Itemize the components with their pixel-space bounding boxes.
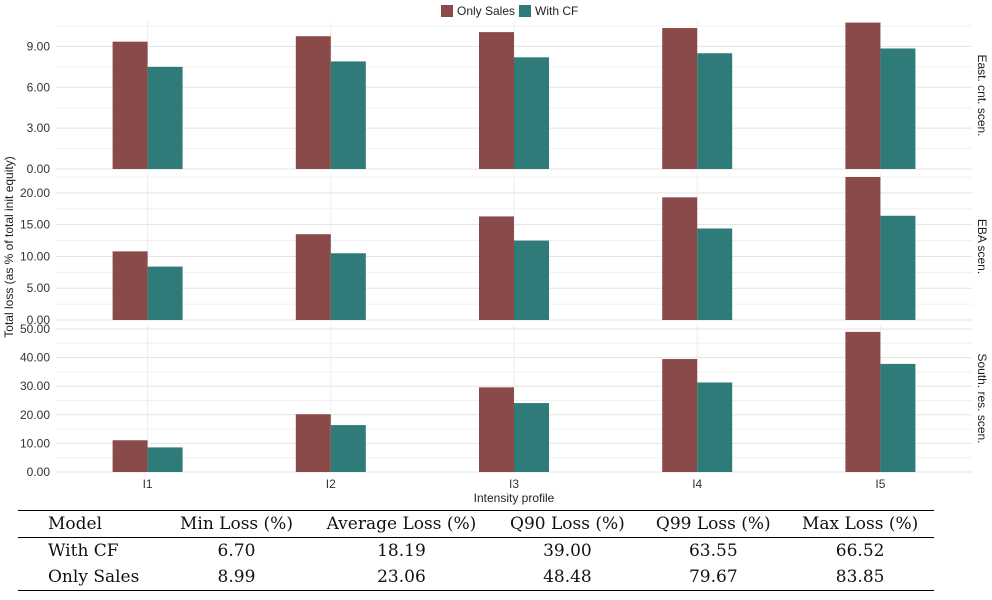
bar-only-sales (479, 32, 514, 169)
table-header-cell: Average Loss (%) (326, 514, 477, 534)
table-cell: Only Sales (48, 567, 140, 587)
table-cell: With CF (48, 541, 119, 561)
y-tick-label: 40.00 (20, 351, 50, 365)
y-tick-label: 5.00 (27, 281, 51, 295)
bar-with-cf (697, 53, 733, 169)
legend-label-only-sales: Only Sales (457, 4, 516, 18)
legend-swatch-with-cf (519, 5, 532, 17)
y-tick-label: 0.00 (27, 313, 51, 327)
y-tick-label: 30.00 (20, 379, 50, 393)
panel-label: East. cnt. scen. (975, 54, 989, 136)
bar-only-sales (479, 216, 514, 320)
bar-with-cf (330, 61, 366, 169)
bar-only-sales (112, 41, 148, 169)
table-cell: 48.48 (543, 567, 592, 587)
bar-with-cf (147, 447, 183, 472)
legend-item-only-sales: Only Sales (441, 4, 515, 18)
bar-with-cf (880, 215, 916, 320)
table-cell: 79.67 (688, 567, 738, 587)
bar-with-cf (880, 363, 916, 472)
y-tick-label: 10.00 (20, 249, 50, 263)
bar-with-cf (880, 48, 916, 169)
table-header-cell: Max Loss (%) (801, 514, 919, 534)
y-tick-label: 15.00 (20, 218, 50, 232)
table-cell: 63.55 (688, 541, 738, 561)
y-tick-label: 6.00 (27, 80, 51, 94)
table-cell: 6.70 (217, 541, 256, 561)
bar-with-cf (147, 66, 183, 169)
bar-only-sales (295, 36, 331, 169)
bar-only-sales (295, 234, 331, 320)
table-cell: 39.00 (543, 541, 592, 561)
y-tick-label: 50.00 (20, 322, 50, 336)
loss-summary-table: Model Min Loss (%) Average Loss (%) Q90 … (18, 510, 934, 591)
table-cell: 8.99 (217, 567, 256, 587)
bar-with-cf (514, 403, 549, 472)
bar-with-cf (514, 240, 549, 320)
y-axis-label: Total loss (as % of total init equity) (2, 156, 16, 337)
table-header-cell: Min Loss (%) (179, 514, 293, 534)
x-tick-label: I1 (143, 477, 153, 491)
bar-only-sales (479, 387, 514, 472)
table-cell: 83.85 (835, 567, 885, 587)
y-tick-label: 3.00 (27, 121, 51, 135)
table-cell: 66.52 (835, 541, 885, 561)
x-tick-label: I4 (692, 477, 702, 491)
bar-with-cf (514, 57, 549, 170)
chart-legend: Only Sales With CF (441, 3, 582, 19)
legend-item-with-cf: With CF (519, 4, 578, 18)
bar-only-sales (845, 22, 881, 169)
table-row: Only Sales 8.99 23.06 48.48 79.67 83.85 (18, 564, 934, 591)
table-cell: 18.19 (377, 541, 426, 561)
x-tick-label: I2 (326, 477, 336, 491)
table-header-cell: Q99 Loss (%) (655, 514, 771, 534)
y-tick-label: 10.00 (20, 436, 50, 450)
bar-with-cf (697, 382, 733, 472)
bar-with-cf (330, 425, 366, 472)
panel-label: EBA scen. (975, 219, 989, 274)
bar-only-sales (295, 414, 331, 472)
bar-only-sales (662, 197, 698, 320)
y-tick-label: 0.00 (27, 465, 51, 479)
bar-only-sales (112, 251, 148, 320)
y-tick-label: 20.00 (20, 408, 50, 422)
legend-swatch-only-sales (441, 5, 453, 17)
table-header-cell: Q90 Loss (%) (510, 514, 625, 534)
x-tick-label: I5 (875, 477, 885, 491)
bar-only-sales (845, 331, 881, 472)
bar-only-sales (845, 177, 881, 320)
table-header-row: Model Min Loss (%) Average Loss (%) Q90 … (18, 510, 934, 538)
bar-with-cf (330, 253, 366, 320)
table-header-cell: Model (48, 514, 103, 534)
faceted-bar-chart: 0.00 3.00 6.00 9.00 East. cnt. scen. 0.00 5.00… (2, 22, 989, 505)
bar-with-cf (147, 266, 183, 320)
y-tick-label: 20.00 (20, 186, 50, 200)
y-tick-label: 0.00 (27, 162, 51, 176)
bar-with-cf (697, 228, 733, 320)
x-tick-label: I3 (509, 477, 519, 491)
table-row: With CF 6.70 18.19 39.00 63.55 66.52 (18, 538, 934, 565)
legend-label-with-cf: With CF (535, 4, 579, 18)
table-cell: 23.06 (377, 567, 426, 587)
panel-label: South. res. scen. (975, 353, 989, 443)
x-axis-label: Intensity profile (474, 491, 555, 505)
bar-only-sales (662, 359, 698, 472)
y-tick-label: 9.00 (27, 39, 51, 53)
bar-only-sales (662, 28, 698, 169)
bar-only-sales (112, 440, 148, 472)
